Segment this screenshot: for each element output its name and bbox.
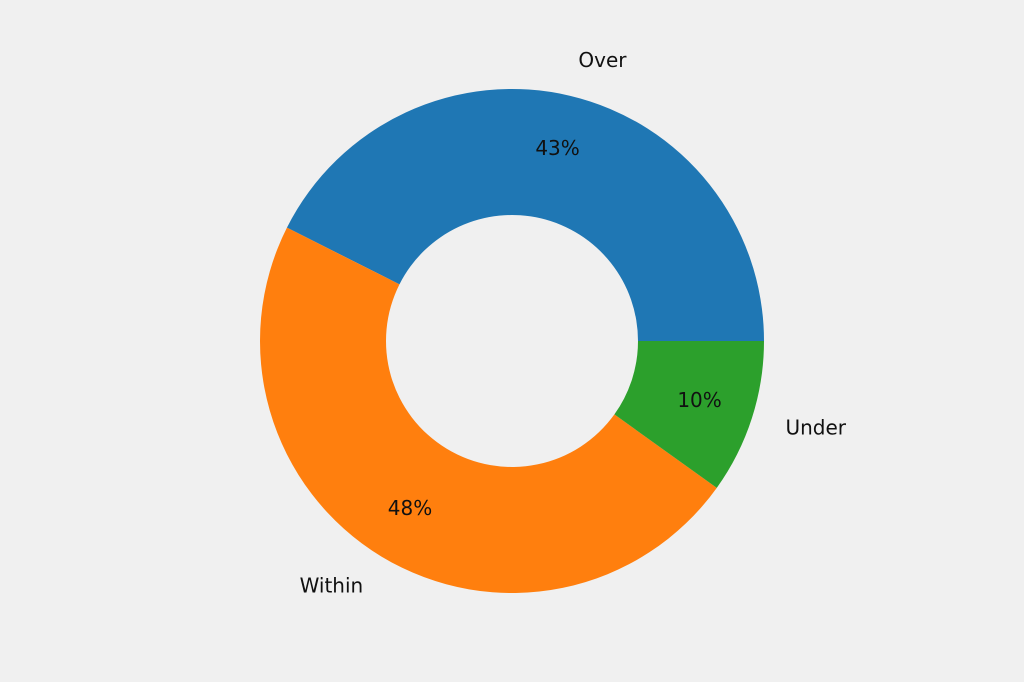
value-label: 48% <box>388 496 432 520</box>
slice-label: Under <box>785 415 846 439</box>
slice-label: Within <box>300 573 364 597</box>
pie-slice <box>286 88 764 341</box>
pie-slice <box>614 341 764 488</box>
value-label: 43% <box>535 136 579 160</box>
value-label: 10% <box>677 388 721 412</box>
pie-slice <box>259 227 717 594</box>
slice-label: Over <box>578 48 627 72</box>
